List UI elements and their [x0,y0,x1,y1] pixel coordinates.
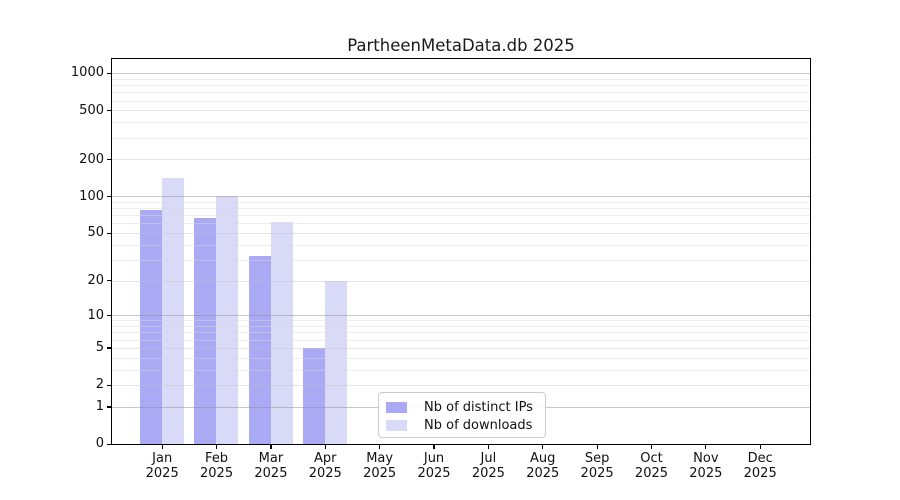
y-tick-label-10: 10 [87,307,104,323]
x-tick-mark [596,444,598,450]
y-tick-label-1000: 1000 [70,65,104,81]
y-tick-mark [106,195,112,198]
legend-swatch-distinct-ips-icon [386,401,407,413]
x-tick-mark [161,444,163,450]
x-tick-label-jun: Jun 2025 [417,451,451,481]
x-tick-label-sep: Sep 2025 [580,451,614,481]
legend-row-downloads: Nb of downloads [386,416,545,434]
x-tick-mark [270,444,272,450]
plot-area: Nb of distinct IPs Nb of downloads [111,58,811,445]
x-tick-mark [705,444,707,450]
x-tick-label-aug: Aug 2025 [526,451,560,481]
bar-nb-of-distinct-ips-jan [140,209,162,444]
y-tick-label-0: 0 [95,436,104,452]
bar-nb-of-distinct-ips-mar [248,256,271,444]
x-tick-label-mar: Mar 2025 [254,451,288,481]
y-tick-label-1: 1 [95,399,104,414]
y-tick-mark [106,406,112,408]
bar-nb-of-distinct-ips-feb [194,217,217,444]
x-tick-label-feb: Feb 2025 [200,451,234,481]
y-tick-label-100: 100 [79,188,104,204]
x-tick-mark [650,444,653,450]
x-tick-label-dec: Dec 2025 [743,451,777,481]
y-tick-mark [106,232,112,234]
y-tick-mark [106,280,112,282]
bars-layer [112,59,810,444]
x-tick-label-may: May 2025 [363,451,397,481]
y-tick-label-20: 20 [87,272,104,288]
bar-nb-of-downloads-feb [216,196,239,444]
x-tick-mark [324,444,326,450]
bar-nb-of-downloads-mar [270,221,293,444]
y-tick-mark [106,314,112,317]
bar-nb-of-downloads-jan [162,178,184,444]
y-tick-label-50: 50 [87,225,104,241]
x-tick-mark [379,444,381,450]
y-tick-label-200: 200 [79,151,104,167]
y-tick-mark [106,443,112,445]
legend-swatch-downloads-icon [386,419,407,431]
x-tick-mark [759,444,761,450]
x-tick-label-jan: Jan 2025 [145,451,179,481]
y-tick-label-5: 5 [95,340,104,356]
y-tick-mark [106,72,112,75]
x-tick-label-nov: Nov 2025 [689,451,723,481]
x-tick-mark [433,444,435,450]
x-tick-label-apr: Apr 2025 [308,451,342,481]
y-tick-mark [106,347,112,349]
y-tick-mark [106,110,112,112]
y-tick-mark [106,384,112,386]
x-tick-label-jul: Jul 2025 [471,451,505,481]
y-tick-label-500: 500 [79,102,104,118]
bar-nb-of-distinct-ips-apr [303,347,326,444]
legend: Nb of distinct IPs Nb of downloads [378,392,546,438]
legend-label-downloads: Nb of downloads [424,417,533,433]
bar-nb-of-downloads-apr [325,280,348,444]
legend-row-distinct-ips: Nb of distinct IPs [386,398,545,416]
y-tick-label-2: 2 [95,377,104,393]
y-tick-mark [106,159,112,161]
x-tick-mark [215,444,218,450]
x-tick-mark [487,444,489,450]
x-tick-mark [542,444,544,450]
x-tick-label-oct: Oct 2025 [634,451,669,481]
chart-title: PartheenMetaData.db 2025 [347,36,575,55]
legend-label-distinct-ips: Nb of distinct IPs [424,399,533,415]
